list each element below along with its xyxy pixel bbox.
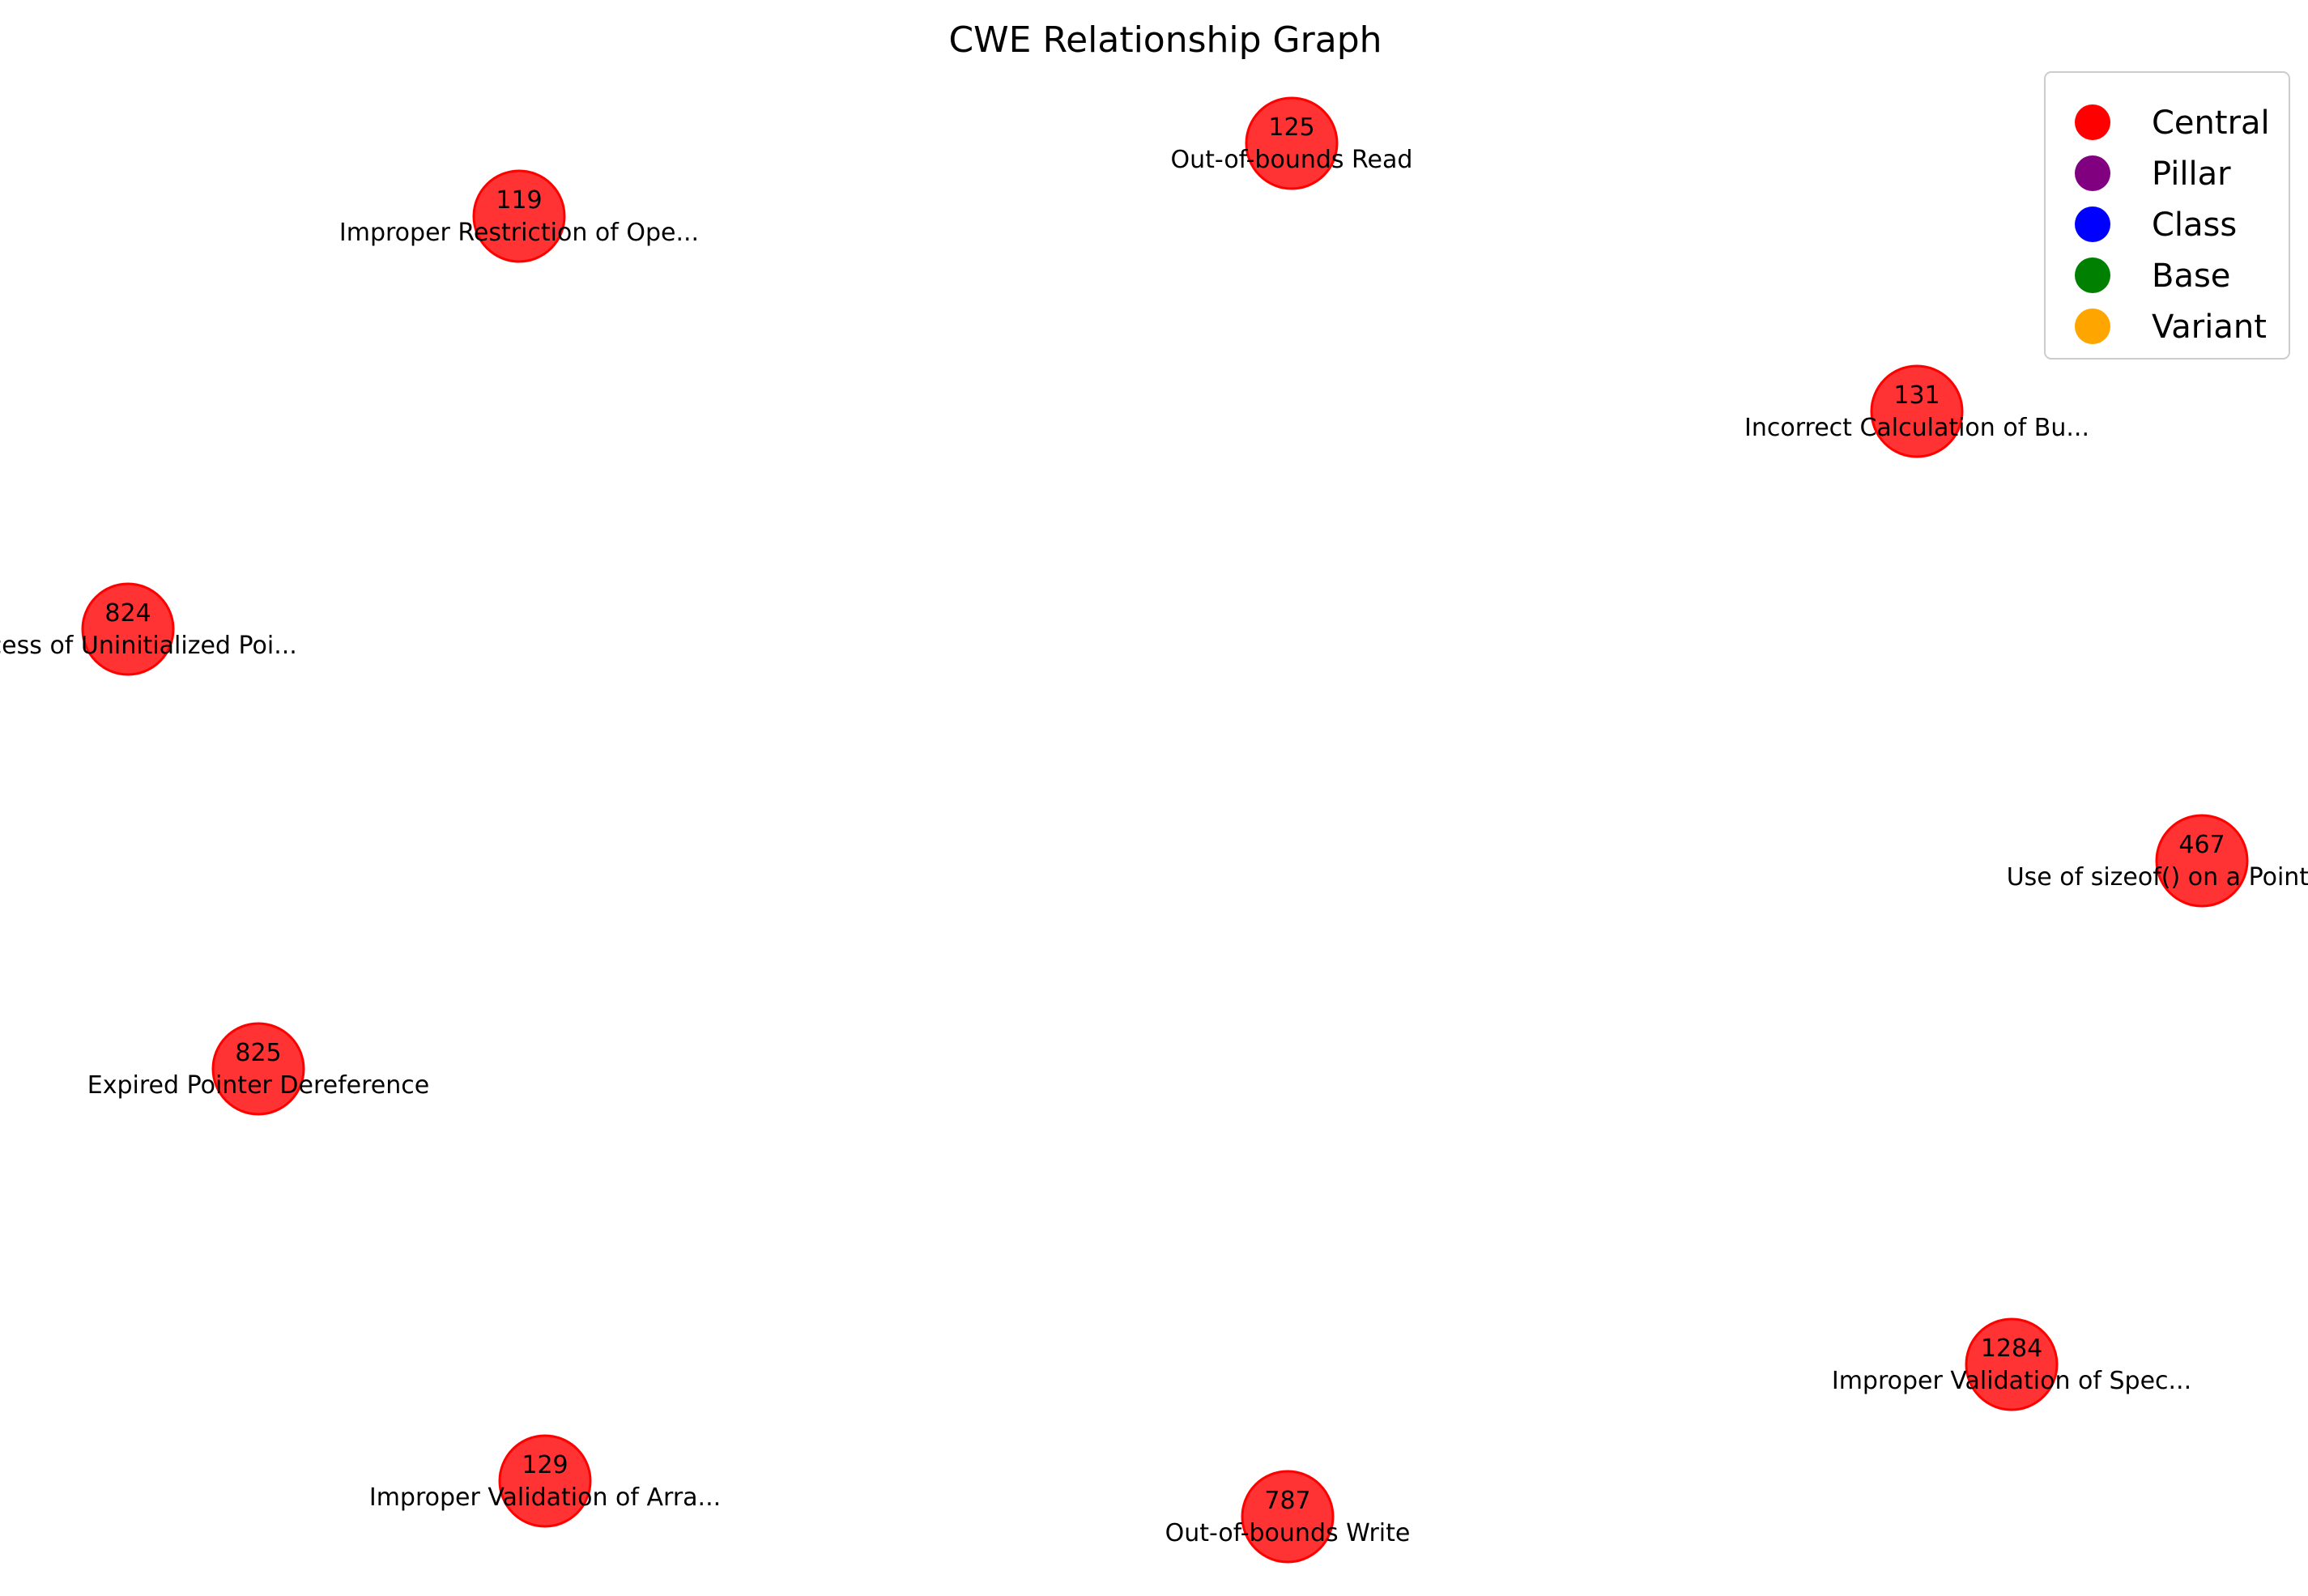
legend: Central Pillar Class Base Variant [2044, 71, 2290, 360]
legend-label: Variant [2152, 309, 2267, 346]
legend-label: Pillar [2152, 155, 2231, 193]
graph-node: 467 Use of sizeof() on a Pointer Type [2007, 814, 2308, 908]
graph-title: CWE Relationship Graph [948, 19, 1382, 61]
legend-item: Base [2075, 257, 2230, 295]
nodes-layer: 125 Out-of-bounds Read 119 Improper Restric… [0, 96, 2308, 1564]
legend-item: Pillar [2075, 155, 2231, 193]
node-circle [1241, 1470, 1335, 1564]
graph-node: 1284 Improper Validation of Spec... [1832, 1317, 2191, 1411]
node-id-label: 825 [235, 1039, 281, 1067]
graph-node: 125 Out-of-bounds Read [1171, 96, 1413, 190]
legend-item: Class [2075, 206, 2237, 244]
node-id-label: 467 [2178, 831, 2225, 859]
node-id-label: 1284 [1981, 1334, 2042, 1363]
legend-marker [2075, 257, 2110, 293]
node-id-label: 129 [522, 1451, 568, 1479]
graph-node: 129 Improper Validation of Arra... [369, 1434, 721, 1528]
legend-marker [2075, 104, 2110, 140]
legend-marker [2075, 155, 2110, 191]
node-circle [81, 582, 175, 676]
node-circle [211, 1022, 305, 1116]
legend-marker [2075, 206, 2110, 242]
node-name-label: Improper Restriction of Ope... [339, 219, 699, 247]
node-id-label: 824 [104, 599, 151, 628]
node-name-label: Out-of-bounds Read [1171, 146, 1413, 174]
node-circle [2155, 814, 2249, 908]
node-id-label: 125 [1268, 113, 1314, 142]
node-circle [1965, 1317, 2059, 1411]
legend-marker [2075, 309, 2110, 344]
node-name-label: Expired Pointer Dereference [87, 1071, 429, 1100]
node-circle [1870, 364, 1964, 458]
legend-label: Central [2152, 104, 2270, 142]
graph-node: 825 Expired Pointer Dereference [87, 1022, 429, 1116]
graph-node: 787 Out-of-bounds Write [1165, 1470, 1411, 1564]
node-name-label: Use of sizeof() on a Pointer Type [2007, 863, 2308, 892]
node-id-label: 131 [1893, 381, 1940, 410]
node-circle [1245, 96, 1339, 190]
node-circle [498, 1434, 592, 1528]
legend-item: Central [2075, 104, 2270, 142]
node-id-label: 787 [1264, 1487, 1310, 1515]
legend-items: Central Pillar Class Base Variant [2075, 104, 2270, 346]
graph-node: 824 Access of Uninitialized Poi... [0, 582, 297, 676]
node-name-label: Improper Validation of Spec... [1832, 1367, 2191, 1395]
node-id-label: 119 [496, 186, 542, 215]
graph-node: 119 Improper Restriction of Ope... [339, 169, 699, 263]
node-name-label: Improper Validation of Arra... [369, 1483, 721, 1512]
graph-node: 131 Incorrect Calculation of Bu... [1744, 364, 2089, 458]
node-name-label: Access of Uninitialized Poi... [0, 632, 297, 660]
node-name-label: Out-of-bounds Write [1165, 1519, 1411, 1547]
legend-label: Class [2152, 206, 2237, 244]
node-circle [472, 169, 566, 263]
node-name-label: Incorrect Calculation of Bu... [1744, 414, 2089, 442]
legend-label: Base [2152, 257, 2230, 295]
legend-item: Variant [2075, 309, 2267, 346]
